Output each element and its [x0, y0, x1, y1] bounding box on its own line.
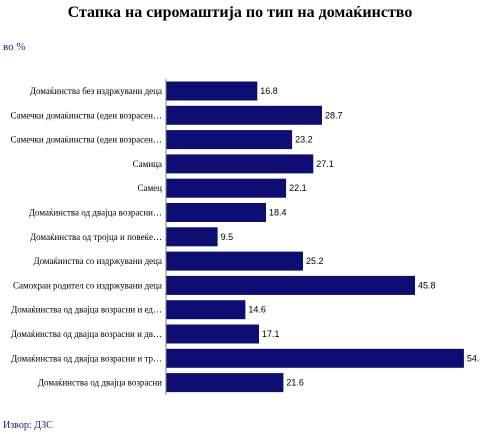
value-label-9: 45.8 [418, 280, 436, 290]
category-labels-group: Домаќинства без издржувани деца Самечки д… [11, 86, 163, 388]
bar-12 [166, 348, 464, 368]
value-label-8: 25.2 [306, 256, 324, 266]
value-labels-group: 16.8 28.7 23.2 27.1 22.1 18.4 9.5 25.2 45.8 14.6 1… [221, 86, 480, 388]
bar-9 [166, 275, 415, 295]
value-label-1: 16.8 [260, 86, 278, 96]
value-label-4: 27.1 [316, 159, 334, 169]
bar-8 [166, 251, 303, 271]
category-label-6: Домаќинства од двајца возрасни… [29, 208, 162, 218]
bar-1 [166, 81, 258, 101]
bar-2 [166, 105, 322, 125]
bar-5 [166, 178, 287, 198]
category-label-12: Домаќинства од двајца возрасни и тр… [11, 353, 162, 363]
category-label-9: Самохран родител со издржувани деца [13, 280, 162, 290]
value-label-10: 14.6 [248, 305, 266, 315]
category-label-11: Домаќинства од двајца возрасни и дв… [11, 329, 162, 339]
category-label-3: Самечки домаќинства (еден возрасен… [11, 135, 162, 145]
bar-6 [166, 203, 266, 222]
category-label-5: Самец [137, 183, 162, 193]
category-label-13: Домаќинства од двајца возрасни [38, 378, 162, 388]
source-note: Извор: ДЗС [3, 420, 53, 431]
bar-7 [166, 227, 218, 247]
bar-13 [166, 373, 284, 393]
value-label-3: 23.2 [295, 135, 313, 145]
value-label-12: 54.8 [467, 353, 480, 363]
bar-4 [166, 154, 314, 174]
chart-title: Стапка на сиромаштија по тип на домаќинс… [68, 4, 413, 21]
category-label-1: Домаќинства без издржувани деца [30, 86, 162, 96]
category-label-10: Домаќинства од двајца возрасни и ед… [11, 305, 162, 315]
value-label-6: 18.4 [269, 208, 287, 218]
value-label-5: 22.1 [289, 183, 307, 193]
value-label-11: 17.1 [262, 329, 280, 339]
category-label-8: Домаќинства со издржувани деца [33, 256, 162, 266]
bars-group [166, 81, 464, 393]
bar-10 [166, 300, 246, 320]
value-label-7: 9.5 [221, 232, 234, 242]
value-label-2: 28.7 [325, 110, 343, 120]
category-label-4: Самица [133, 159, 162, 169]
category-label-2: Самечки домаќинства (еден возрасен… [11, 110, 162, 120]
bar-11 [166, 324, 259, 344]
value-label-13: 21.6 [286, 378, 304, 388]
unit-label: во % [3, 41, 26, 53]
bar-3 [166, 130, 293, 150]
category-label-7: Домаќинства од тројца и повеќе… [30, 232, 162, 242]
